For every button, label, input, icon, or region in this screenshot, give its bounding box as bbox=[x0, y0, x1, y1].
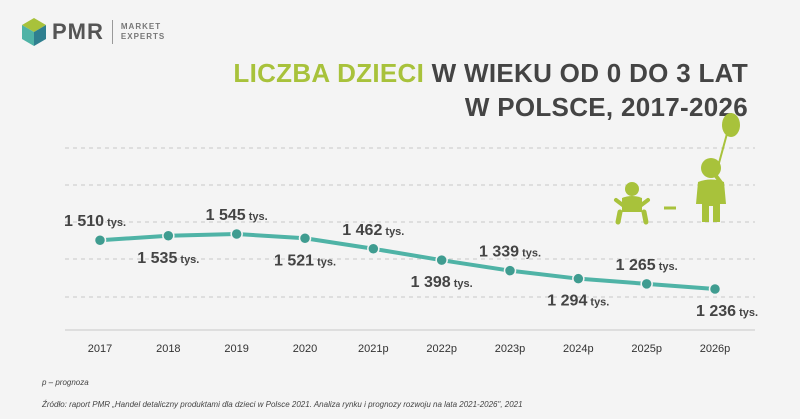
data-point bbox=[572, 272, 585, 285]
x-tick-label: 2024p bbox=[563, 343, 594, 355]
cube-logo-icon bbox=[22, 18, 46, 46]
data-label: 1 521 tys. bbox=[274, 252, 336, 269]
series-line bbox=[99, 232, 716, 291]
data-label: 1 545 tys. bbox=[206, 207, 268, 224]
footnote-source: Źródło: raport PMR „Handel detaliczny pr… bbox=[42, 400, 523, 409]
data-point bbox=[708, 282, 722, 296]
child-illustration bbox=[614, 113, 740, 225]
title-line2: W POLSCE, 2017-2026 bbox=[464, 92, 748, 122]
baby-icon bbox=[614, 182, 650, 225]
data-point bbox=[640, 277, 653, 291]
data-point bbox=[298, 232, 312, 245]
x-tick-label: 2018 bbox=[156, 343, 180, 355]
data-label: 1 510 tys. bbox=[64, 213, 126, 230]
data-label: 1 265 tys. bbox=[616, 257, 678, 274]
x-tick-label: 2023p bbox=[495, 343, 526, 355]
data-label: 1 462 tys. bbox=[342, 222, 404, 239]
x-tick-labels: 2017 2018 2019 2020 2021p 2022p 2023p 2024p 2025… bbox=[88, 343, 731, 355]
data-point bbox=[435, 253, 448, 267]
x-tick-label: 2025p bbox=[631, 343, 662, 355]
toddler-with-balloon-icon bbox=[696, 113, 740, 222]
data-point bbox=[230, 227, 243, 241]
x-tick-label: 2021p bbox=[358, 343, 389, 355]
title-rest: W WIEKU OD 0 DO 3 LAT bbox=[431, 58, 748, 88]
chart-title: LICZBA DZIECI W WIEKU OD 0 DO 3 LAT W PO… bbox=[233, 56, 748, 124]
data-label: 1 294 tys. bbox=[547, 293, 609, 310]
data-label: 1 398 tys. bbox=[411, 274, 473, 291]
logo-sub-line2: EXPERTS bbox=[120, 32, 166, 41]
x-tick-label: 2017 bbox=[88, 343, 112, 355]
data-label: 1 236 tys. bbox=[696, 303, 758, 320]
data-point bbox=[93, 233, 107, 247]
data-labels: 1 510 tys. 1 535 tys. 1 545 tys. 1 521 tys.… bbox=[64, 207, 758, 320]
x-tick-label: 2022p bbox=[426, 343, 457, 355]
pmr-logo: PMR MARKET EXPERTS bbox=[22, 18, 165, 46]
x-tick-label: 2019 bbox=[224, 343, 248, 355]
gridlines bbox=[65, 147, 755, 331]
title-line1: LICZBA DZIECI W WIEKU OD 0 DO 3 LAT bbox=[233, 56, 748, 90]
x-tick-label: 2020 bbox=[293, 343, 317, 355]
x-tick-label: 2026p bbox=[700, 343, 731, 355]
logo-subtitle: MARKET EXPERTS bbox=[121, 22, 165, 42]
logo-name: PMR bbox=[52, 19, 104, 44]
title-highlight: LICZBA DZIECI bbox=[233, 58, 425, 88]
data-label: 1 339 tys. bbox=[479, 244, 541, 261]
footnote-legend: p – prognoza bbox=[42, 378, 89, 387]
logo-sub-line1: MARKET bbox=[120, 22, 162, 31]
data-label: 1 535 tys. bbox=[137, 250, 199, 267]
data-point bbox=[162, 229, 175, 243]
data-point bbox=[367, 242, 380, 256]
logo-divider bbox=[111, 20, 113, 44]
data-point bbox=[503, 264, 517, 277]
data-points bbox=[93, 227, 722, 296]
